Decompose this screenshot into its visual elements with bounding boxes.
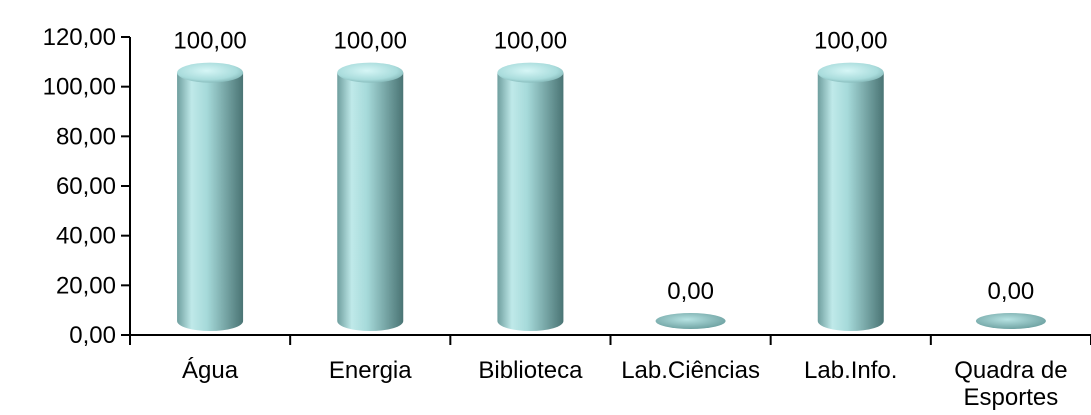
y-tick-label: 60,00 xyxy=(56,173,116,200)
data-label: 100,00 xyxy=(334,28,407,55)
bar xyxy=(655,313,726,329)
y-tick-label: 100,00 xyxy=(43,74,116,101)
category-label: Biblioteca xyxy=(478,357,583,384)
bar xyxy=(177,62,244,332)
y-tick-label: 20,00 xyxy=(56,272,116,299)
data-label: 100,00 xyxy=(814,28,887,55)
bar-body xyxy=(177,72,244,332)
bar xyxy=(497,62,564,332)
bar-body xyxy=(337,72,404,332)
data-label: 100,00 xyxy=(494,28,567,55)
category-label: Esportes xyxy=(964,384,1059,411)
category-label: Energia xyxy=(329,357,412,384)
bar-body xyxy=(817,72,884,332)
category-label: Lab.Info. xyxy=(804,357,897,384)
y-tick-label: 0,00 xyxy=(69,322,116,349)
bar-body xyxy=(497,72,564,332)
y-tick-label: 40,00 xyxy=(56,223,116,250)
bar-flat xyxy=(975,313,1046,329)
data-label: 100,00 xyxy=(173,28,246,55)
bar-top xyxy=(817,62,884,83)
category-label: Lab.Ciências xyxy=(621,357,760,384)
bar xyxy=(975,313,1046,329)
data-label: 0,00 xyxy=(667,278,714,305)
bar xyxy=(337,62,404,332)
y-tick-label: 80,00 xyxy=(56,123,116,150)
bar-top xyxy=(337,62,404,83)
category-label: Quadra de xyxy=(954,357,1067,384)
bar-top xyxy=(497,62,564,83)
bar xyxy=(817,62,884,332)
y-tick-label: 120,00 xyxy=(43,24,116,51)
data-label: 0,00 xyxy=(988,278,1035,305)
bar-flat xyxy=(655,313,726,329)
category-label: Água xyxy=(182,357,239,384)
bar-top xyxy=(177,62,244,83)
